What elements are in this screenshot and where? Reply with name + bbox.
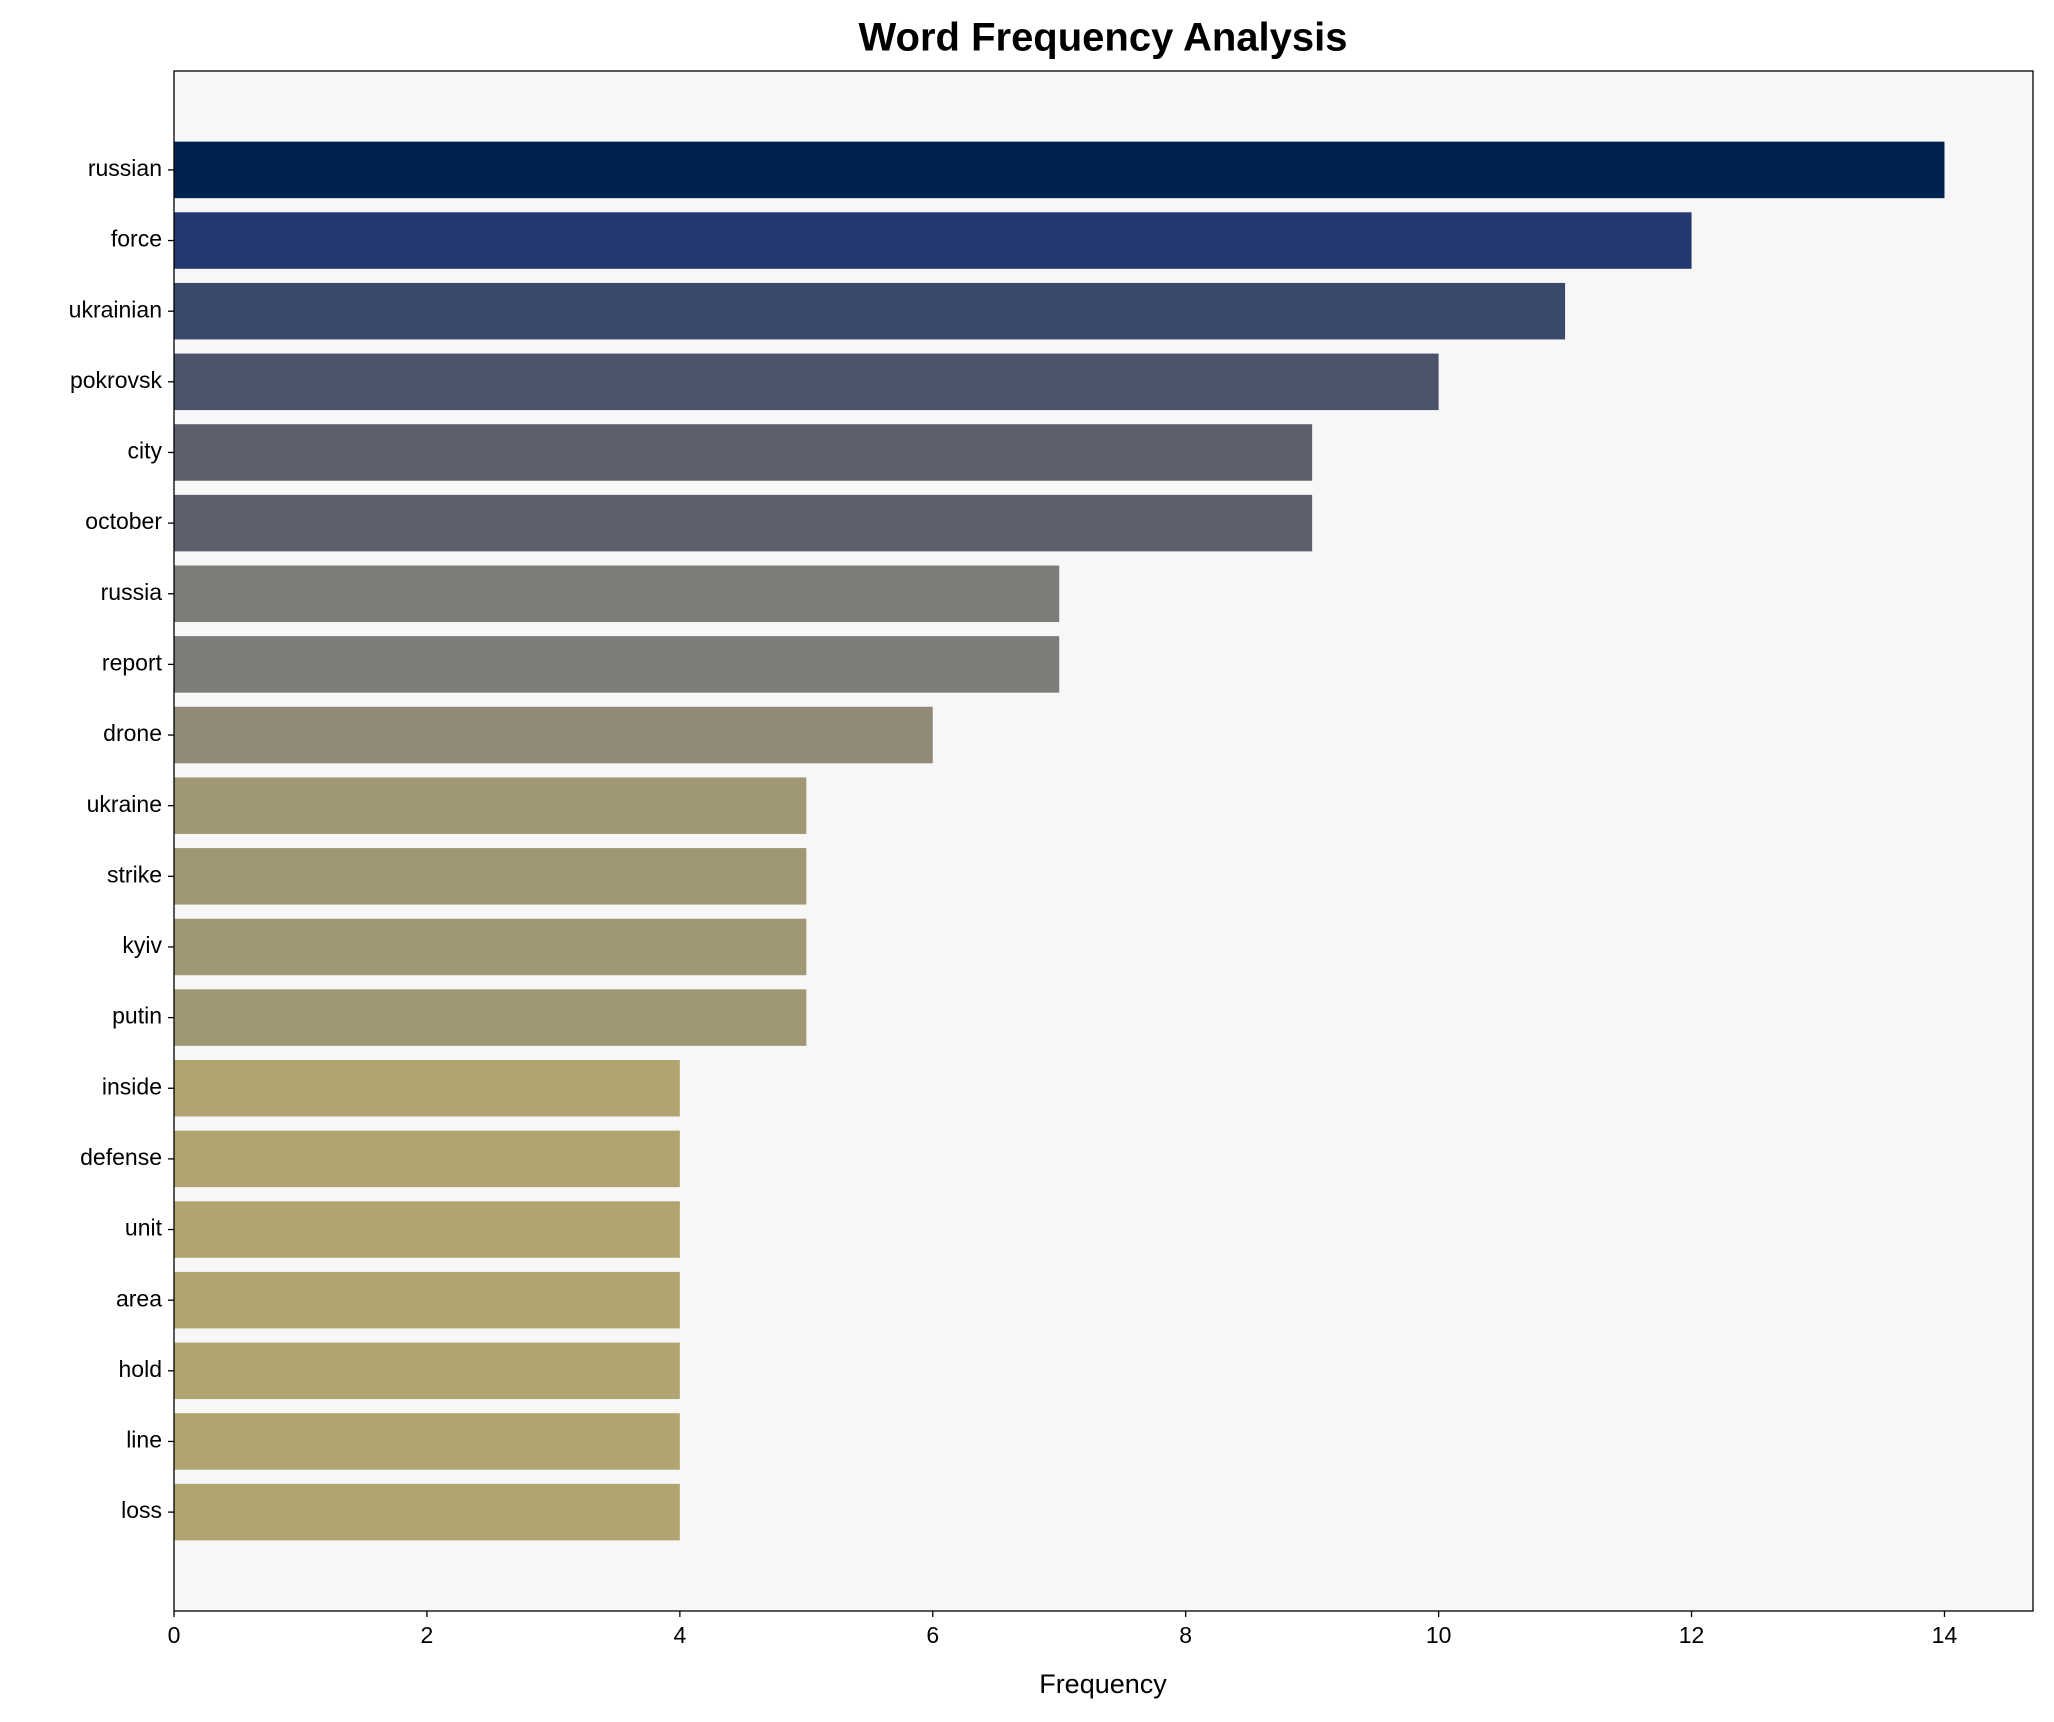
bar — [174, 1483, 680, 1541]
bar — [174, 706, 933, 764]
bar — [174, 424, 1313, 481]
y-tick-label: force — [111, 226, 162, 252]
x-tick-label: 0 — [168, 1622, 181, 1648]
bar — [174, 1201, 680, 1258]
y-tick-label: hold — [119, 1356, 162, 1382]
bar — [174, 636, 1060, 693]
y-tick-label: drone — [103, 720, 162, 746]
x-tick-label: 10 — [1426, 1622, 1452, 1648]
x-tick-label: 6 — [926, 1622, 939, 1648]
x-tick-label: 14 — [1932, 1622, 1958, 1648]
y-tick-label: inside — [102, 1073, 162, 1099]
plot-frame — [173, 70, 2034, 1612]
bar — [174, 353, 1439, 411]
y-tick-label: loss — [121, 1497, 162, 1523]
bar — [174, 212, 1692, 269]
y-tick-label: report — [102, 649, 163, 675]
bar — [174, 989, 807, 1046]
bar — [174, 848, 807, 905]
y-tick-label: ukraine — [87, 791, 162, 817]
bar — [174, 1342, 680, 1400]
bar — [174, 1059, 680, 1117]
y-tick-label: area — [116, 1285, 162, 1311]
x-tick-label: 8 — [1179, 1622, 1192, 1648]
y-tick-label: russia — [101, 579, 163, 605]
y-tick-label: october — [85, 508, 162, 534]
x-axis-label: Frequency — [1039, 1669, 1167, 1699]
bar — [174, 141, 1945, 199]
y-tick-label: putin — [112, 1003, 162, 1029]
y-tick-label: line — [126, 1427, 162, 1453]
bar — [174, 494, 1313, 552]
y-tick-label: strike — [107, 861, 162, 887]
y-tick-label: ukrainian — [69, 296, 162, 322]
bar — [174, 565, 1060, 623]
bar — [174, 1271, 680, 1329]
y-tick-label: pokrovsk — [70, 367, 163, 393]
bar — [174, 777, 807, 834]
x-tick-label: 2 — [421, 1622, 434, 1648]
x-tick-label: 12 — [1679, 1622, 1705, 1648]
y-tick-label: russian — [88, 155, 162, 181]
bar — [174, 282, 1566, 340]
y-tick-label: defense — [80, 1144, 162, 1170]
x-tick-label: 4 — [673, 1622, 686, 1648]
y-tick-label: kyiv — [122, 932, 162, 958]
chart-title: Word Frequency Analysis — [858, 16, 1347, 60]
y-tick-label: unit — [125, 1215, 163, 1241]
bar — [174, 1130, 680, 1188]
y-tick-label: city — [128, 438, 163, 464]
bar — [174, 918, 807, 976]
bar — [174, 1413, 680, 1470]
